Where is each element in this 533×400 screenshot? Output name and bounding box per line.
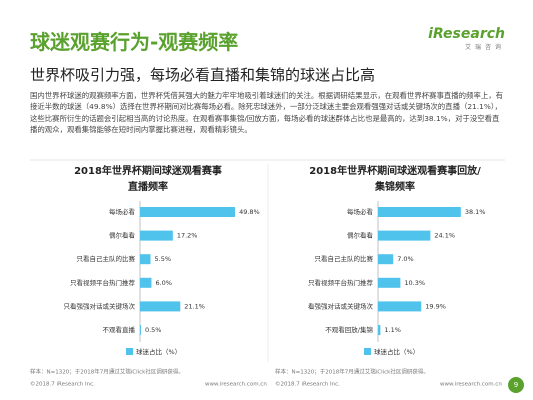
value-label: 49.8% — [239, 208, 260, 216]
bar — [140, 207, 236, 217]
logo-text: iResearch — [428, 26, 505, 42]
value-label: 19.9% — [425, 302, 446, 310]
legend-label: 球迷占比（%） — [374, 347, 419, 356]
category-label: 每场必看 — [109, 207, 136, 216]
bar — [140, 230, 173, 241]
footer-text: www.iresearch.com.cn — [205, 382, 267, 388]
value-label: 6.0% — [155, 279, 172, 287]
footer-text: 样本：N=1320；于2018年7月通过艾瑞iClick社区调研获得。 — [275, 368, 429, 376]
logo-subtext: 艾瑞咨询 — [464, 44, 505, 51]
footer-text: ©2018.7 iResearch Inc. — [275, 381, 340, 388]
page-number: 9 — [514, 381, 518, 389]
value-label: 7.0% — [397, 255, 414, 263]
category-label: 看强强对话或关键场次 — [308, 301, 374, 310]
chart-title: 2018年世界杯期间球迷观看赛事回放/ — [309, 164, 481, 177]
category-label: 偶尔看看 — [109, 231, 136, 240]
bar — [378, 207, 461, 217]
legend-swatch — [364, 348, 371, 355]
category-label: 只看自己主队的比赛 — [315, 254, 374, 263]
category-label: 只看强强对话或关键场次 — [64, 301, 136, 310]
chart-title: 2018年世界杯期间球迷观看赛事 — [74, 164, 222, 177]
bar — [378, 301, 422, 312]
value-label: 5.5% — [155, 255, 172, 263]
chart-title: 集锦频率 — [374, 180, 415, 193]
value-label: 24.1% — [434, 232, 455, 240]
logo: iResearch 艾瑞咨询 — [428, 26, 505, 51]
bar — [378, 277, 401, 288]
bar — [140, 325, 141, 335]
footer-text: www.iresearch.com.cn — [440, 382, 502, 388]
page-badge — [508, 377, 524, 393]
value-label: 17.2% — [177, 232, 198, 240]
value-label: 0.5% — [145, 326, 162, 334]
chart-title: 直播频率 — [128, 180, 168, 193]
value-label: 21.1% — [184, 302, 205, 310]
category-label: 不观看直播 — [103, 325, 136, 334]
category-label: 每场必看 — [347, 207, 374, 216]
value-label: 1.1% — [384, 326, 401, 334]
bar — [140, 277, 152, 288]
paragraph: 国内世界杯球迷的观赛频率方面，世界杯凭借其强大的魅力牢牢地吸引着球迷们的关注。根… — [30, 91, 504, 135]
bar — [378, 254, 394, 265]
legend-label: 球迷占比（%） — [136, 347, 181, 356]
bar — [378, 230, 431, 241]
legend-swatch — [126, 348, 133, 355]
bar — [140, 301, 181, 312]
slide-title: 球迷观赛行为-观赛频率 — [30, 30, 239, 54]
category-label: 只看视频平台热门推荐 — [70, 278, 136, 287]
category-label: 只看自己主队的比赛 — [77, 254, 136, 263]
value-label: 38.1% — [465, 208, 486, 216]
bar — [378, 325, 381, 335]
category-label: 偶尔看看 — [347, 231, 374, 240]
footer-text: ©2018.7 iResearch Inc. — [30, 381, 95, 388]
slide-subtitle: 世界杯吸引力强，每场必看直播和集锦的球迷占比高 — [30, 66, 376, 84]
category-label: 只看视频平台热门推荐 — [308, 278, 374, 287]
footer-text: 样本：N=1320；于2018年7月通过艾瑞iClick社区调研获得。 — [30, 368, 184, 376]
value-label: 10.3% — [404, 279, 425, 287]
category-label: 不观看回放/集锦 — [325, 325, 373, 334]
bar — [140, 254, 151, 265]
